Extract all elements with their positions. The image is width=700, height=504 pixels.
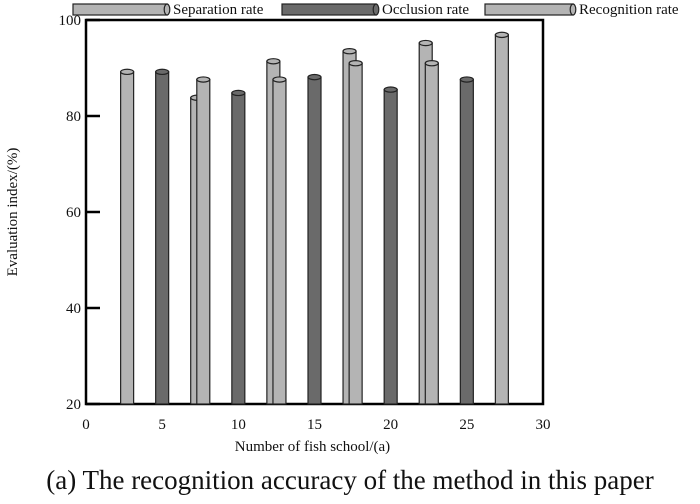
bar [272,76,287,405]
bar [120,68,135,405]
y-axis: 20 40 60 80 100 [59,13,100,413]
legend-swatch [281,3,377,16]
legend: Separation rate Occlusion rate Recognition… [72,2,679,18]
x-tick-label: 25 [459,417,474,433]
y-axis-title: Evaluation index/(%) [5,148,21,277]
legend-label: Separation rate [173,2,264,18]
x-tick-label: 0 [82,417,90,433]
bar [348,60,363,405]
x-tick-label: 20 [383,417,398,433]
x-axis-title: Number of fish school/(a) [235,439,390,455]
bar [231,89,246,405]
legend-item: Recognition rate [484,2,679,18]
x-tick-label: 10 [231,417,246,433]
y-tick-label: 20 [66,397,81,413]
y-tick-label: 40 [66,301,81,317]
y-tick-label: 60 [66,205,81,221]
legend-label: Occlusion rate [382,2,469,18]
legend-item: Occlusion rate [281,2,469,18]
bar [459,76,474,405]
legend-item: Separation rate [72,2,264,18]
figure-caption: (a) The recognition accuracy of the meth… [46,465,654,495]
bar [494,31,509,405]
legend-swatch [484,3,574,16]
bar [155,68,170,405]
bar [424,60,439,405]
x-tick-label: 5 [158,417,166,433]
bar [383,86,398,405]
y-tick-label: 100 [59,13,82,29]
bar [307,73,322,405]
legend-label: Recognition rate [579,2,679,18]
x-tick-label: 15 [307,417,322,433]
x-axis: 0 5 10 15 20 25 30 [82,417,550,433]
y-tick-label: 80 [66,109,81,125]
bars-group [120,31,509,405]
bar [196,76,211,405]
legend-swatch [72,3,168,16]
x-tick-label: 30 [536,417,551,433]
